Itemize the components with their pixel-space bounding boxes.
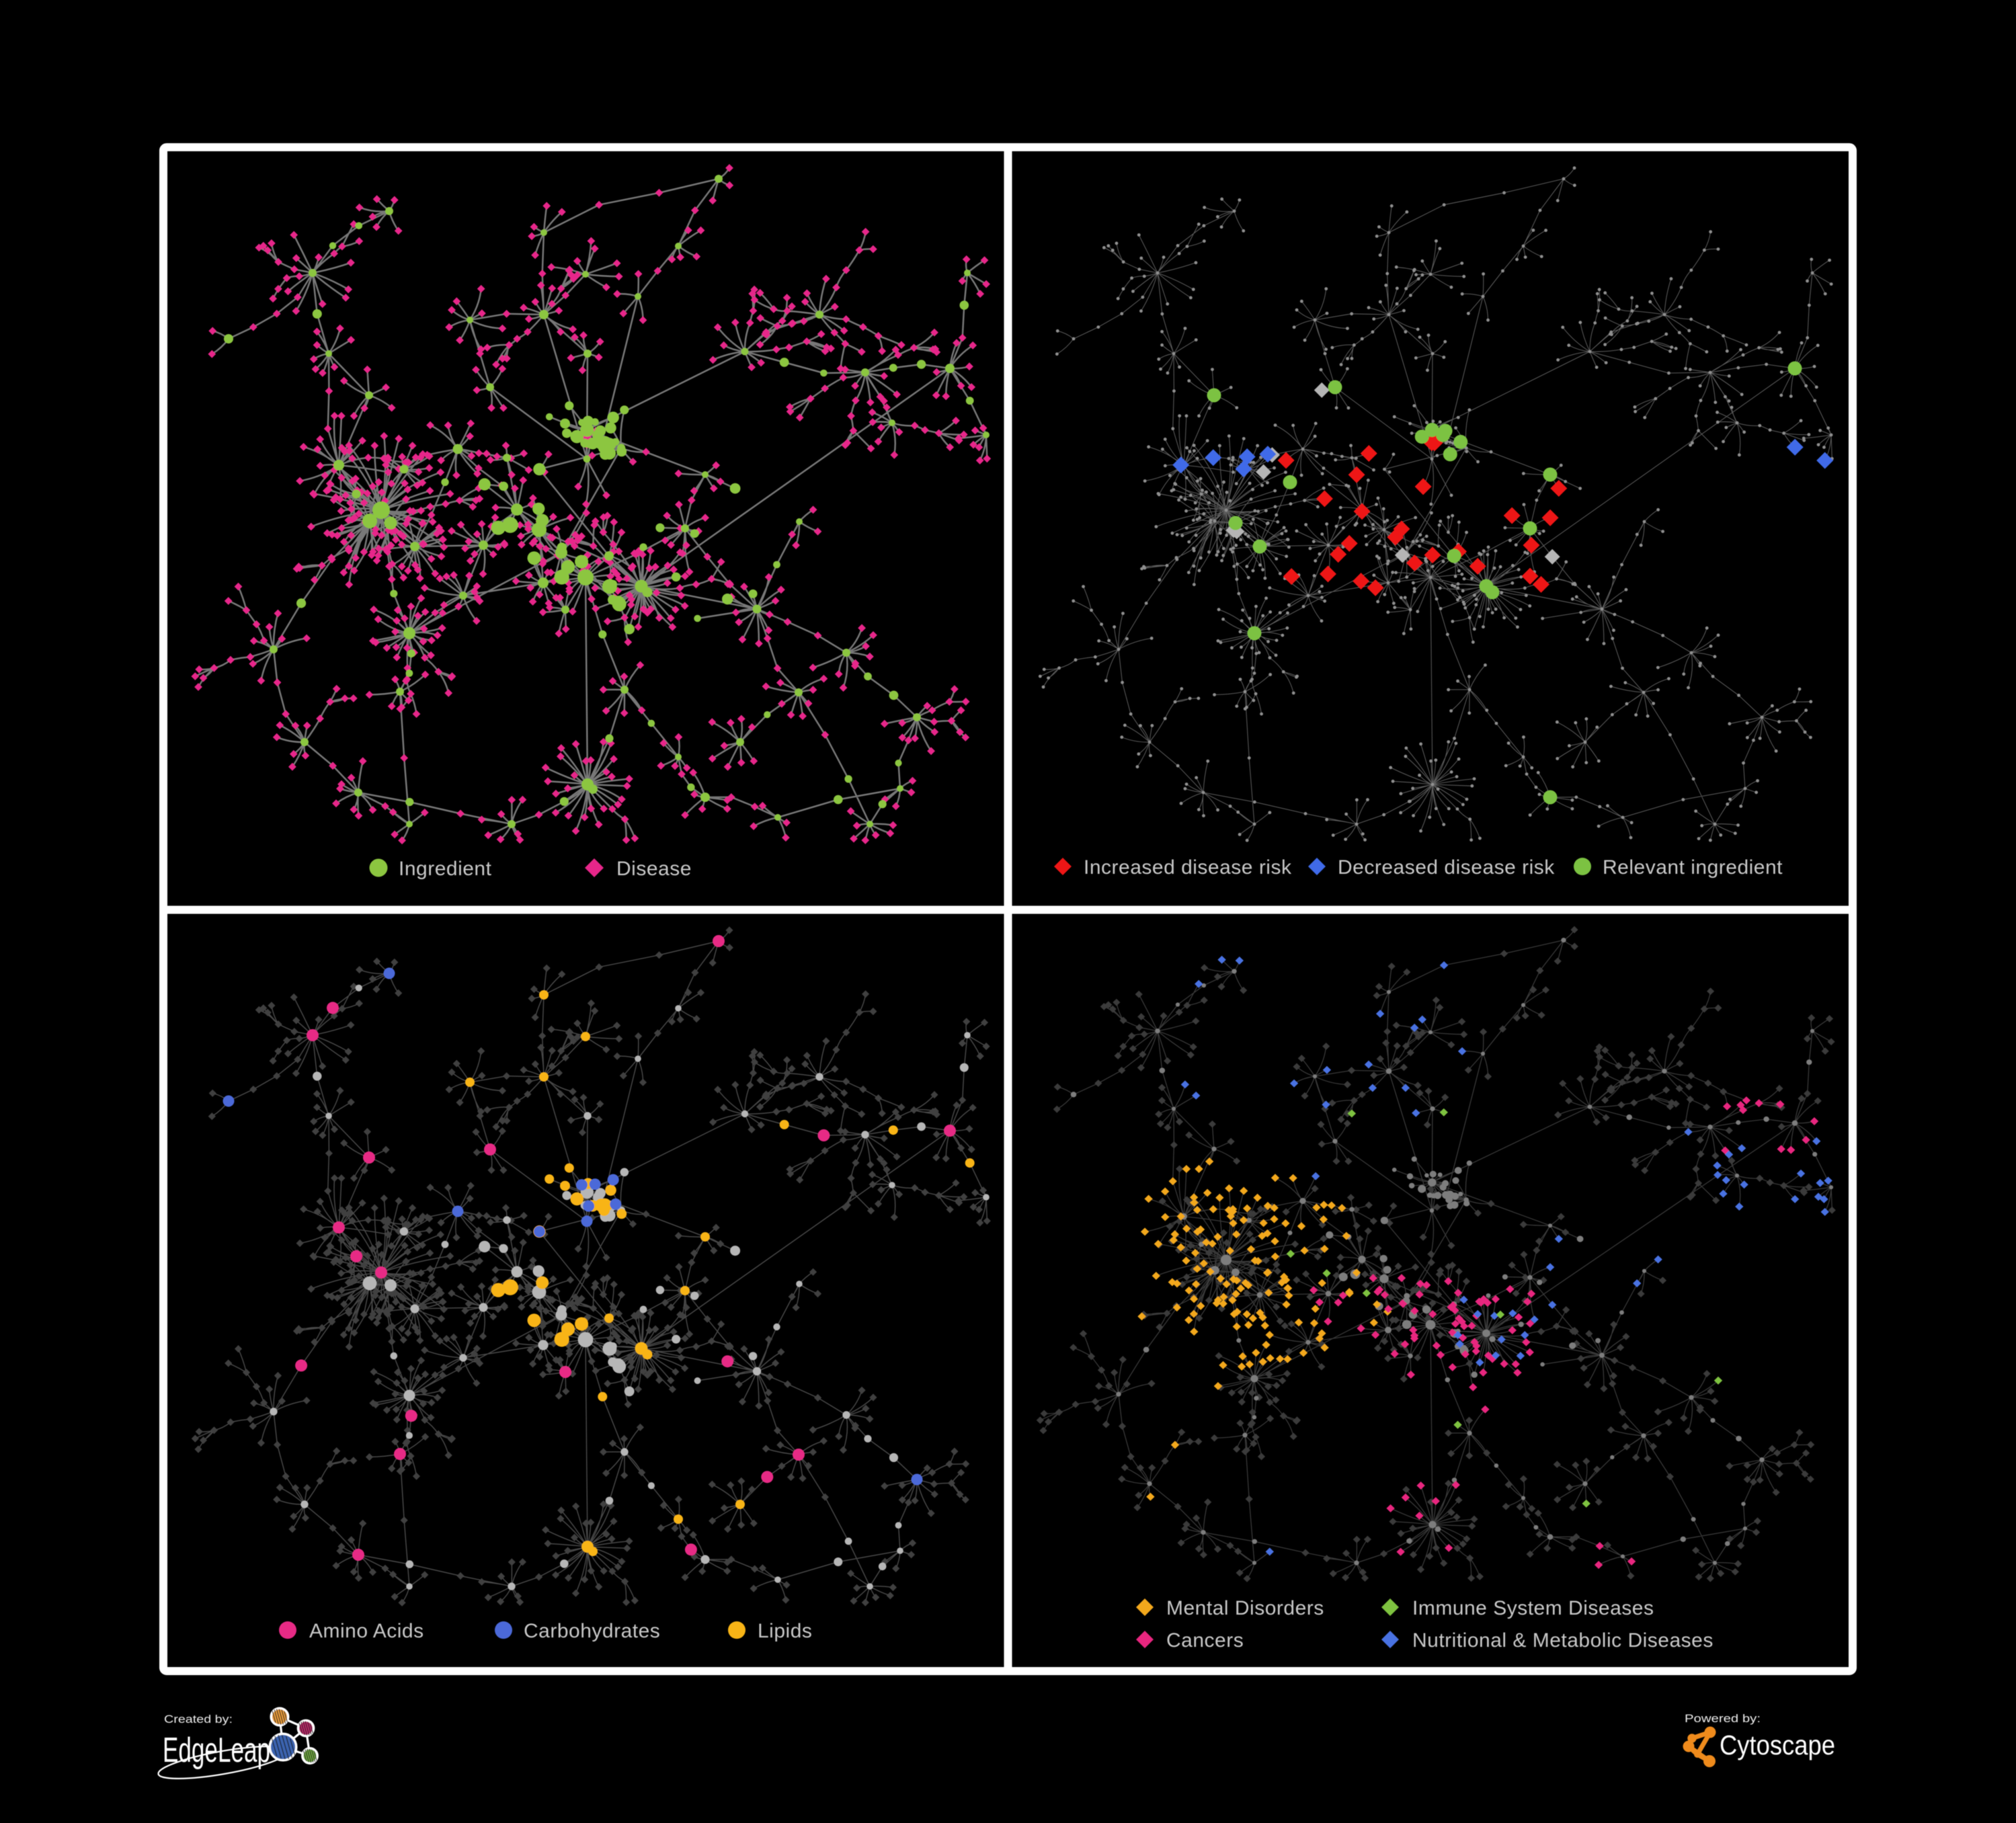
svg-text:Cancers: Cancers bbox=[1166, 1629, 1244, 1652]
svg-text:Carbohydrates: Carbohydrates bbox=[524, 1620, 660, 1642]
svg-text:Relevant ingredient: Relevant ingredient bbox=[1603, 856, 1783, 879]
svg-text:Amino Acids: Amino Acids bbox=[309, 1620, 424, 1642]
svg-text:Increased disease risk: Increased disease risk bbox=[1084, 856, 1292, 879]
svg-text:Created by:: Created by: bbox=[164, 1713, 233, 1726]
svg-text:Mental Disorders: Mental Disorders bbox=[1166, 1597, 1324, 1619]
svg-text:Powered by:: Powered by: bbox=[1685, 1712, 1761, 1725]
svg-text:Immune System Diseases: Immune System Diseases bbox=[1412, 1597, 1654, 1619]
svg-text:Nutritional & Metabolic Diseas: Nutritional & Metabolic Diseases bbox=[1412, 1629, 1713, 1652]
svg-text:Cytoscape: Cytoscape bbox=[1720, 1730, 1835, 1760]
svg-text:EdgeLeap: EdgeLeap bbox=[163, 1731, 270, 1770]
svg-text:Decreased disease risk: Decreased disease risk bbox=[1338, 856, 1555, 879]
svg-text:Ingredient: Ingredient bbox=[399, 858, 492, 880]
svg-text:Lipids: Lipids bbox=[758, 1620, 812, 1642]
svg-text:Disease: Disease bbox=[616, 858, 692, 880]
